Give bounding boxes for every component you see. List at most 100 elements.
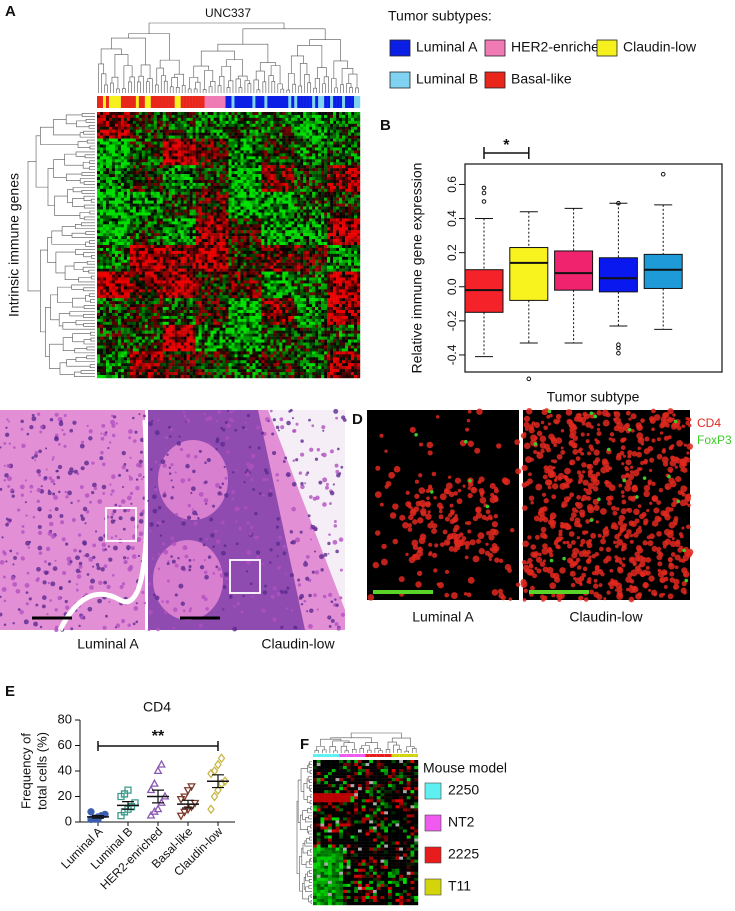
heatmap-cell <box>255 114 259 119</box>
heatmap-cell <box>237 126 241 130</box>
heatmap-cell <box>309 215 313 219</box>
heatmap-cell <box>273 200 277 204</box>
heatmap-cell <box>132 150 137 154</box>
heatmap-cell <box>348 242 352 246</box>
heatmap-cell <box>330 177 334 181</box>
heatmap-cell <box>291 150 295 154</box>
heatmap-cell <box>303 123 307 127</box>
heatmap-cell <box>252 150 256 154</box>
heatmap-cell <box>309 117 313 122</box>
heatmap-cell <box>231 153 235 157</box>
heatmap-cell <box>225 247 229 252</box>
heatmap-cell <box>306 221 310 225</box>
heatmap-cell <box>189 200 193 204</box>
heatmap-cell <box>267 135 271 139</box>
heatmap-cell <box>276 265 280 269</box>
subtype-bar-cell <box>228 96 232 108</box>
subtype-bar-cell <box>285 96 289 108</box>
heatmap-cell <box>336 245 340 249</box>
heatmap-cell <box>291 239 295 243</box>
heatmap-cell <box>285 153 289 157</box>
heatmap-cell <box>114 171 119 175</box>
heatmap-cell <box>210 156 214 160</box>
heatmap-cell <box>354 224 358 228</box>
dendrogram-branch <box>65 173 82 182</box>
heatmap-cell <box>261 200 265 204</box>
heatmap-cell <box>237 245 241 249</box>
heatmap-cell <box>201 185 205 190</box>
heatmap-cell <box>156 141 160 145</box>
heatmap-cell <box>288 212 292 216</box>
heatmap-cell <box>102 153 107 157</box>
heatmap-cell <box>141 253 146 258</box>
subtype-bar-cell <box>288 96 292 108</box>
heatmap-cell <box>357 112 361 116</box>
heatmap-cell <box>267 123 271 127</box>
heatmap-cell <box>234 253 238 258</box>
heatmap-cell <box>234 212 238 216</box>
heatmap-cell <box>321 206 325 210</box>
heatmap-cell <box>294 236 298 240</box>
heatmap-cell <box>279 194 283 198</box>
heatmap-cell <box>264 212 268 216</box>
heatmap-cell <box>297 153 301 157</box>
heatmap-cell <box>312 253 316 258</box>
heatmap-cell <box>348 239 352 243</box>
heatmap-cell <box>132 165 137 169</box>
heatmap-cell <box>114 138 119 142</box>
heatmap-cell <box>228 147 232 151</box>
heatmap-cell <box>207 174 211 178</box>
heatmap-cell <box>267 242 271 246</box>
heatmap-cell <box>306 123 310 127</box>
dendrogram-branch <box>189 77 199 89</box>
heatmap-cell <box>258 245 262 249</box>
heatmap-cell <box>270 188 274 192</box>
heatmap-cell <box>222 153 226 157</box>
heatmap-cell <box>270 236 274 240</box>
heatmap-cell <box>186 245 190 249</box>
heatmap-cell <box>285 230 289 234</box>
heatmap-cell <box>237 236 241 240</box>
heatmap-cell <box>183 162 187 166</box>
heatmap-cell <box>117 221 122 225</box>
heatmap-cell <box>135 132 140 136</box>
subtype-bar-cell <box>219 96 223 108</box>
heatmap-cell <box>318 182 322 187</box>
heatmap-cell <box>180 132 184 136</box>
subtype-bar-cell <box>129 96 134 108</box>
heatmap-cell <box>255 247 259 252</box>
heatmap-cell <box>231 218 235 222</box>
heatmap-cell <box>180 236 184 240</box>
dendrogram-branch <box>286 89 291 93</box>
heatmap-cell <box>333 256 337 260</box>
heatmap-cell <box>156 215 160 219</box>
heatmap-cell <box>174 135 178 139</box>
heatmap-cell <box>180 188 184 192</box>
heatmap-cell <box>303 265 307 269</box>
heatmap-cell <box>198 188 202 192</box>
heatmap-cell <box>336 156 340 160</box>
heatmap-cell <box>97 171 101 175</box>
heatmap-cell <box>165 165 169 169</box>
heatmap-cell <box>276 236 280 240</box>
heatmap-cell <box>357 153 361 157</box>
heatmap-cell <box>97 188 101 192</box>
heatmap-cell <box>243 230 247 234</box>
heatmap-cell <box>201 250 205 255</box>
heatmap-cell <box>204 194 208 198</box>
heatmap-cell <box>159 174 163 178</box>
heatmap-cell <box>261 174 265 178</box>
heatmap-cell <box>267 114 271 119</box>
heatmap-cell <box>255 156 259 160</box>
heatmap-cell <box>342 123 346 127</box>
heatmap-cell <box>354 259 358 263</box>
heatmap-cell <box>171 250 175 255</box>
heatmap-cell <box>192 206 196 210</box>
heatmap-cell <box>297 144 301 148</box>
heatmap-cell <box>243 138 247 142</box>
heatmap-cell <box>345 230 349 234</box>
heatmap-cell <box>312 233 316 237</box>
heatmap-cell <box>129 209 134 213</box>
heatmap-cell <box>330 236 334 240</box>
heatmap-cell <box>129 165 134 169</box>
